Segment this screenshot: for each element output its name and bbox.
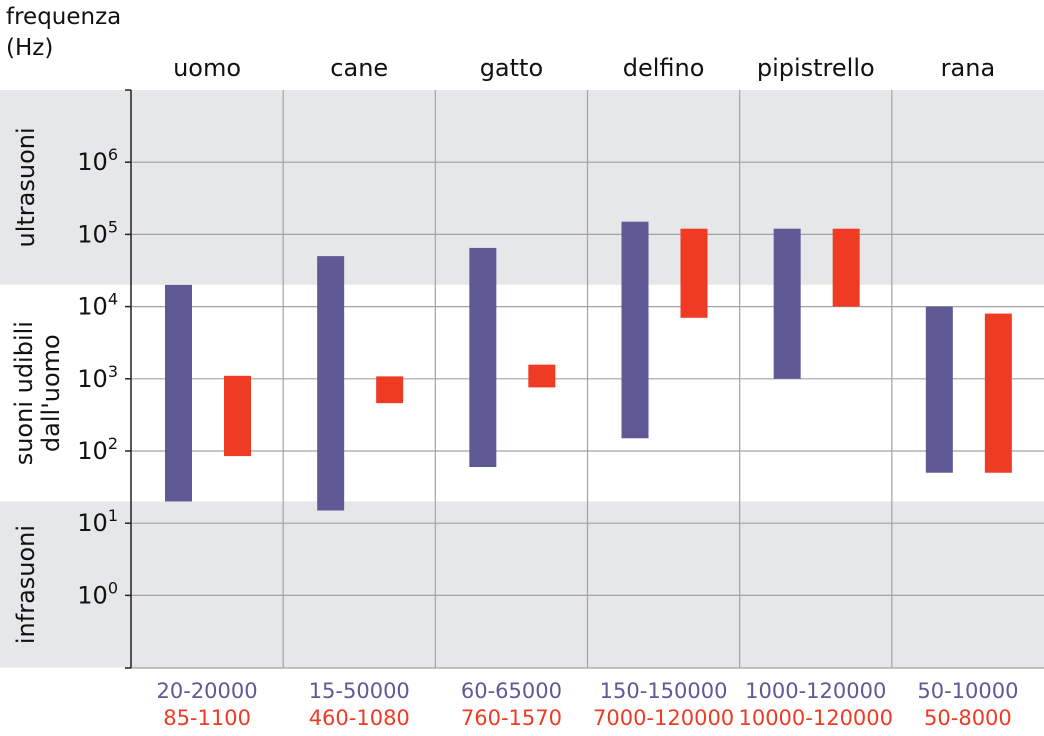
y-tick-label-3: 103 [77,362,118,393]
bar-s0-3 [621,221,649,439]
y-tick-label-6: 106 [77,145,118,176]
range-label-s1-3: 7000-120000 [593,706,734,730]
zone-band-0 [0,90,1044,285]
bar-s0-0 [165,284,192,502]
grid-lines [131,90,1044,669]
category-label-4: pipistrello [757,54,875,82]
bar-s0-1 [317,256,345,511]
category-label-3: delfino [623,54,705,82]
bar-s0-5 [925,306,953,473]
y-tick-label-1: 101 [77,506,118,537]
bar-s0-4 [773,228,801,379]
range-label-s1-2: 760-1570 [461,706,562,730]
category-label-5: rana [941,54,996,82]
range-labels: 20-20000 85-1100 15-50000 460-1080 60-65000 7… [157,679,1019,730]
range-label-s1-4: 10000-120000 [738,706,893,730]
zone-label-1-line1: suoni udibili [10,321,38,465]
bar-s1-1 [376,376,404,404]
range-label-s0-3: 150-150000 [600,679,728,703]
range-label-s0-5: 50-10000 [917,679,1018,703]
y-tick-label-2: 102 [77,434,118,465]
bar-s1-0 [224,375,251,457]
y-tick-label-5: 105 [77,217,118,248]
range-label-s1-5: 50-8000 [924,706,1012,730]
bar-s1-3 [680,228,708,318]
bar-s0-2 [469,247,497,468]
range-label-s1-0: 85-1100 [163,706,251,730]
bar-s1-2 [528,364,556,388]
y-ticks: 100 101 102 103 104 105 106 [77,89,131,669]
y-axis-label-line1: frequenza [6,4,121,30]
bar-s1-4 [832,228,860,307]
y-tick-label-0: 100 [77,578,118,609]
bar-s1-5 [984,313,1012,473]
zone-label-2: infrasuoni [12,525,40,644]
category-label-0: uomo [173,54,241,82]
zone-band-2 [0,501,1044,668]
range-label-s1-1: 460-1080 [309,706,410,730]
zone-label-0: ultrasuoni [12,127,40,247]
category-labels: uomo cane gatto delfino pipistrello rana [173,54,995,82]
range-label-s0-1: 15-50000 [309,679,410,703]
y-tick-label-4: 104 [77,290,118,321]
y-axis-label-line2: (Hz) [6,35,53,61]
zone-labels: ultrasuoni suoni udibili dall'uomo infrasuo… [10,127,65,644]
zone-band-1 [0,284,1044,502]
range-label-s0-4: 1000-120000 [745,679,886,703]
category-label-1: cane [330,54,388,82]
range-label-s0-2: 60-65000 [461,679,562,703]
category-label-2: gatto [480,54,543,82]
bars [165,221,1012,511]
zone-label-1-line2: dall'uomo [37,334,65,452]
range-label-s0-0: 20-20000 [157,679,258,703]
